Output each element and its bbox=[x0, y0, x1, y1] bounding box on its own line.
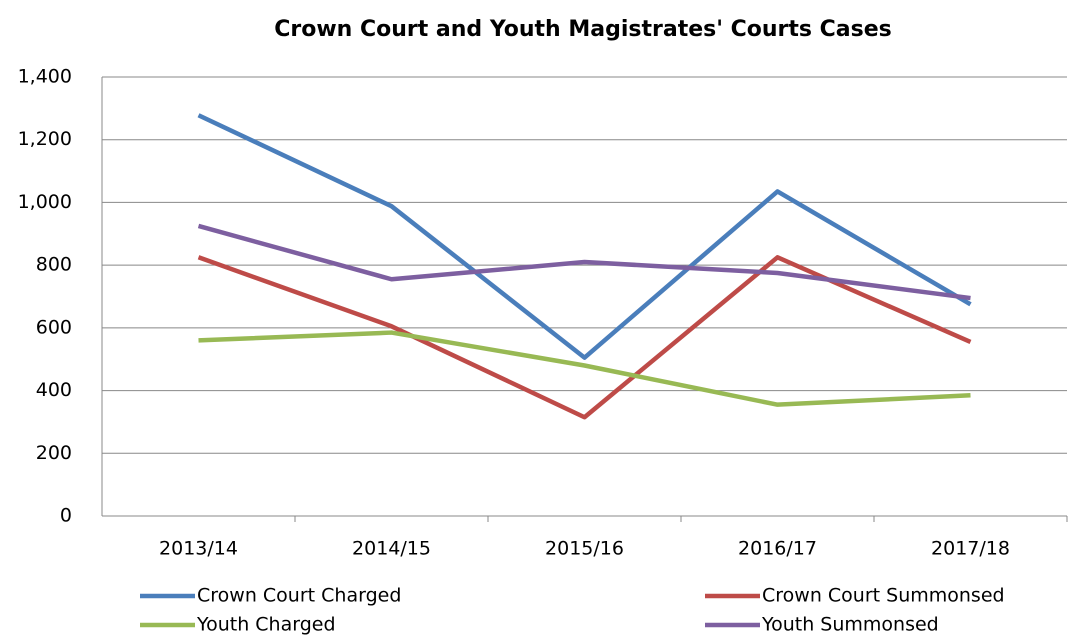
chart-title: Crown Court and Youth Magistrates' Court… bbox=[274, 17, 892, 42]
y-tick-label: 0 bbox=[60, 505, 72, 527]
legend-label: Youth Summonsed bbox=[761, 614, 939, 636]
legend-label: Crown Court Charged bbox=[197, 585, 401, 607]
x-tick-label: 2015/16 bbox=[545, 538, 624, 560]
y-tick-label: 800 bbox=[36, 254, 72, 276]
y-tick-label: 600 bbox=[36, 316, 72, 338]
y-tick-label: 1,200 bbox=[18, 128, 72, 150]
legend-label: Crown Court Summonsed bbox=[762, 585, 1005, 607]
x-tick-label: 2017/18 bbox=[931, 538, 1010, 560]
y-tick-label: 200 bbox=[36, 442, 72, 464]
series-line bbox=[198, 330, 971, 407]
y-tick-label: 1,400 bbox=[18, 66, 72, 88]
y-tick-label: 400 bbox=[36, 379, 72, 401]
x-tick-label: 2014/15 bbox=[352, 538, 431, 560]
y-tick-label: 1,000 bbox=[18, 191, 72, 213]
series-line bbox=[197, 255, 972, 420]
series-line bbox=[197, 113, 972, 360]
legend-label: Youth Charged bbox=[196, 614, 336, 636]
series-line bbox=[197, 223, 971, 301]
x-tick-label: 2013/14 bbox=[159, 538, 238, 560]
x-tick-label: 2016/17 bbox=[738, 538, 817, 560]
